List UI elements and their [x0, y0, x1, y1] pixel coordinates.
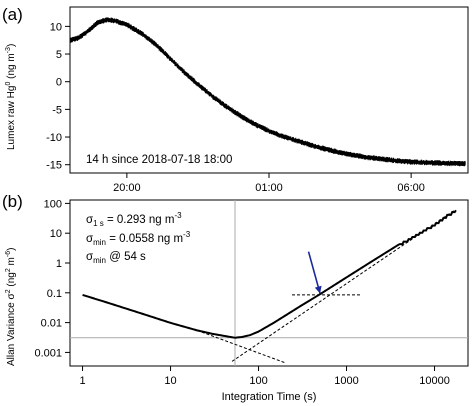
panel-b-y-axis: 100 10 1 0.1 0.01 0.001	[34, 198, 70, 359]
panel-a-y-tick-label-4: -10	[46, 132, 62, 144]
panel-b-y-tick-label-2: 1	[56, 258, 62, 270]
panel-b-y-tick-label-1: 10	[50, 228, 62, 240]
panel-a-series-line	[69, 17, 466, 167]
panel-a-x-tick-label-2: 06:00	[397, 182, 425, 194]
panel-b-y-tick-label-5: 0.001	[34, 347, 62, 359]
panel-b-arrow	[307, 251, 322, 294]
panel-b-label: (b)	[2, 192, 23, 211]
panel-a-x-axis: 20:00 01:00 06:00	[113, 173, 425, 194]
panel-a-y-tick-label-2: 0	[56, 77, 62, 89]
panel-b-annotation-2: σmin = 0.0558 ng m-3	[86, 230, 191, 247]
panel-b-series-line	[82, 209, 457, 339]
panel-b-y-tick-label-0: 100	[44, 198, 62, 210]
panel-b-arrow-shaft	[307, 251, 321, 294]
panel-b-y-tick-label-3: 0.1	[47, 288, 62, 300]
panel-b-reference-lines	[70, 200, 468, 366]
panel-a-y-tick-label-1: 5	[56, 49, 62, 61]
panel-a: (a) 10 5 0 -5 -10 -15 20:00 01:00 06:00 14 h si…	[2, 5, 469, 194]
panel-a-x-tick-label-0: 20:00	[113, 182, 141, 194]
panel-b-x-tick-label-3: 1000	[334, 375, 358, 387]
panel-a-y-tick-label-0: 10	[50, 21, 62, 33]
panel-a-x-tick-label-1: 01:00	[255, 182, 283, 194]
panel-a-y-tick-label-5: -15	[46, 160, 62, 172]
panel-a-y-label: Lumex raw Hg0 (ng m-3)	[5, 44, 17, 150]
panel-b-annotation-1: σ1 s = 0.293 ng m-3	[86, 211, 182, 228]
panel-b-plot-frame	[69, 199, 469, 367]
panel-b: (b) 100 10 1 0.1 0.01 0.001 1 10 100 1000 10000 σ…	[2, 192, 469, 403]
panel-b-x-label: Integration Time (s)	[222, 391, 317, 403]
panel-b-x-axis: 1 10 100 1000 10000	[79, 366, 450, 387]
panel-b-arrow-head	[314, 285, 322, 294]
panel-b-y-label: Allan Variance σ2 (ng2 m-6)	[5, 248, 17, 366]
panel-a-y-tick-label-3: -5	[52, 104, 62, 116]
panel-b-annotation-3: σmin @ 54 s	[86, 251, 146, 265]
panel-a-y-axis: 10 5 0 -5 -10 -15	[46, 21, 70, 172]
panel-a-plot-frame	[69, 6, 469, 174]
panel-b-y-tick-label-4: 0.01	[41, 318, 62, 330]
panel-b-x-tick-label-2: 100	[249, 375, 267, 387]
panel-a-label: (a)	[2, 5, 23, 24]
panel-b-x-tick-label-0: 1	[79, 375, 85, 387]
panel-b-x-tick-label-4: 10000	[419, 375, 450, 387]
panel-b-x-tick-label-1: 10	[164, 375, 176, 387]
panel-a-annotation: 14 h since 2018-07-18 18:00	[86, 154, 232, 166]
panel-b-reference-line-2	[196, 329, 286, 364]
